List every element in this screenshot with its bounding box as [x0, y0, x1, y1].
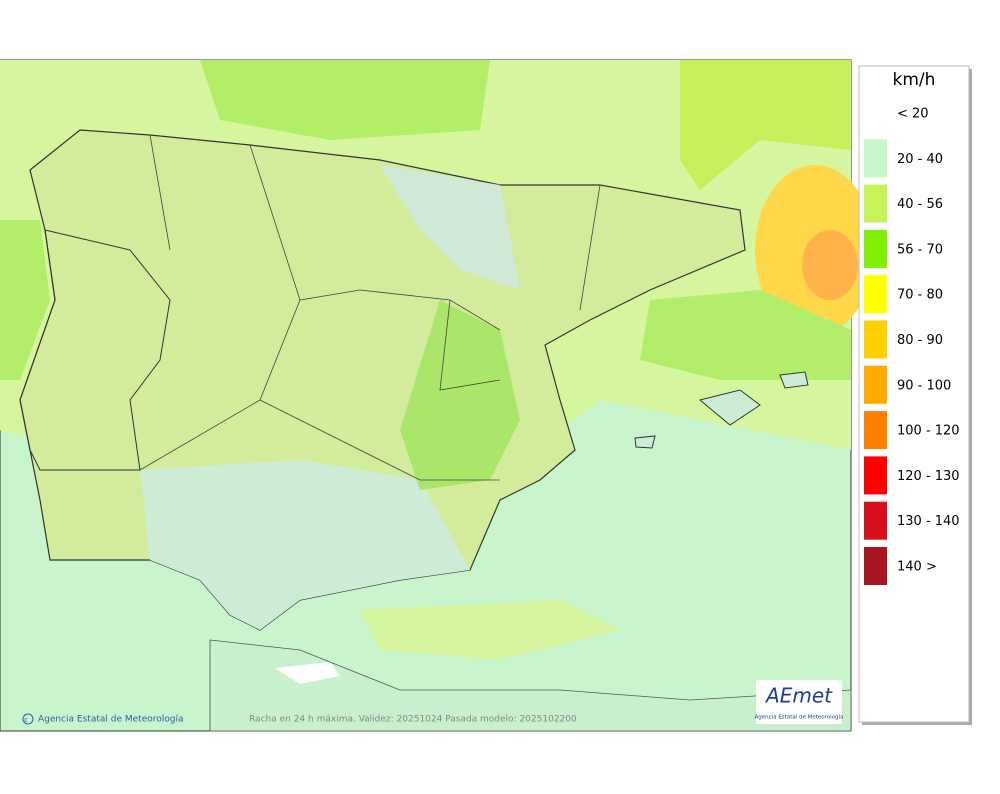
gust-zone — [140, 460, 470, 630]
legend-swatch — [864, 411, 887, 450]
legend-swatch — [864, 547, 887, 585]
copyright-icon: c — [24, 716, 28, 724]
gust-zone — [640, 290, 851, 380]
island — [779, 371, 809, 389]
legend-swatch — [864, 184, 887, 223]
map: c Agencia Estatal de Meteorología Racha … — [0, 59, 875, 732]
gust-zone — [0, 220, 50, 380]
legend-label: 20 - 40 — [897, 152, 943, 167]
legend-swatch — [864, 456, 887, 495]
logo — [756, 680, 842, 724]
legend-label: < 20 — [897, 107, 929, 122]
region-border — [139, 134, 601, 481]
gust-zone — [200, 60, 490, 140]
legend-label: 40 - 56 — [897, 197, 943, 212]
gust-zone — [802, 230, 858, 300]
legend-title: km/h — [893, 70, 936, 90]
gust-zone — [380, 165, 520, 290]
legend-swatch — [864, 229, 887, 268]
legend-label: 56 - 70 — [897, 242, 943, 257]
map-gap — [275, 662, 340, 684]
island — [698, 389, 761, 426]
gust-zone — [400, 300, 520, 490]
legend-label: 80 - 90 — [897, 333, 943, 348]
logo-name: AEmet — [764, 684, 833, 708]
legend-swatch — [864, 320, 887, 359]
copyright-icon — [22, 713, 34, 725]
island — [634, 435, 656, 449]
legend-label: 130 - 140 — [897, 514, 960, 529]
legend-label: 70 - 80 — [897, 288, 943, 303]
credit: Agencia Estatal de Meteorología — [38, 715, 184, 725]
legend-swatch — [864, 139, 887, 178]
gust-zone — [360, 600, 620, 660]
legend-label: 100 - 120 — [897, 424, 960, 439]
legend-label: 140 > — [897, 560, 937, 575]
legend-swatch — [864, 501, 887, 540]
legend-label: 90 - 100 — [897, 378, 951, 393]
legend-label: 120 - 130 — [897, 469, 960, 484]
legend-swatch — [864, 365, 887, 404]
caption: Racha en 24 h máxima. Validez: 20251024 … — [249, 715, 577, 725]
legend-swatch — [864, 275, 887, 314]
logo-subtitle: Agencia Estatal de Meteorología — [755, 714, 844, 721]
africa — [209, 639, 852, 732]
gust-zone — [680, 60, 851, 190]
legend: km/h < 20 20 - 40 40 - 56 56 - 70 70 - 80 80 … — [858, 65, 972, 725]
